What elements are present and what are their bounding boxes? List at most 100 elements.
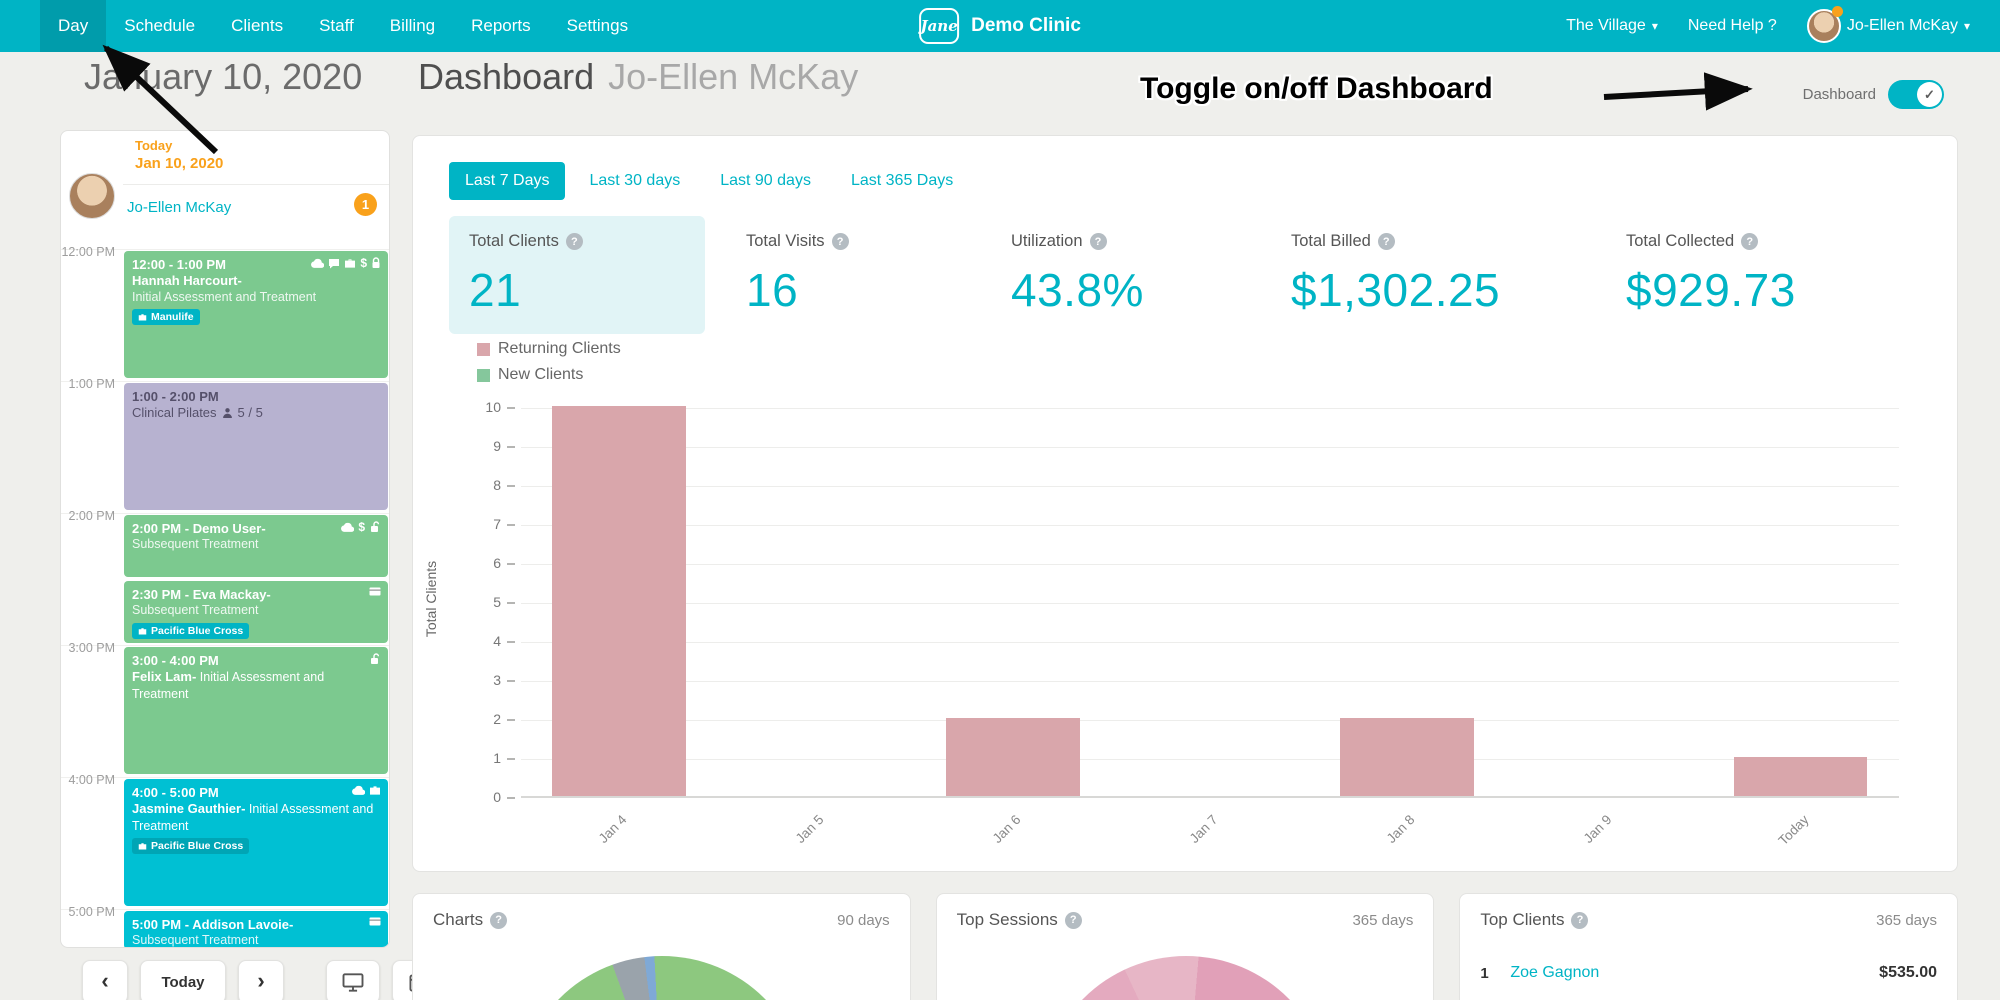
appointment-eva-mackay[interactable]: 2:30 PM - Eva Mackay- Subsequent Treatme… xyxy=(124,581,388,643)
client-amount: $535.00 xyxy=(1879,964,1938,981)
nav-item-billing[interactable]: Billing xyxy=(389,16,436,35)
user-menu[interactable]: Jo-Ellen McKay ▾ xyxy=(1806,6,1970,43)
stat-label: Total Collected? xyxy=(1626,232,1796,251)
nav-item-schedule[interactable]: Schedule xyxy=(124,16,196,35)
bar-today xyxy=(1733,757,1868,796)
card-title: Top Clients? xyxy=(1480,910,1589,930)
help-icon[interactable]: ? xyxy=(1571,911,1589,929)
tab-last-365-days[interactable]: Last 365 Days xyxy=(850,172,954,189)
appointment-demo-user[interactable]: $ 2:00 PM - Demo User- Subsequent Treatm… xyxy=(124,515,388,577)
cloud-icon xyxy=(352,785,365,795)
location-selector[interactable]: The Village ▾ xyxy=(1566,17,1658,35)
schedule-header: Today Jan 10, 2020 xyxy=(123,131,389,185)
card-icon xyxy=(369,917,381,926)
nav-item-reports[interactable]: Reports xyxy=(471,16,531,35)
next-day-button[interactable]: › xyxy=(238,960,284,1000)
appointment-status-icons: $ xyxy=(311,257,381,269)
gridline xyxy=(521,642,1899,643)
tab-last-7-days[interactable]: Last 7 Days xyxy=(449,162,566,200)
need-help-link[interactable]: Need Help ? xyxy=(1688,17,1777,35)
appointment-time-client: 5:00 PM - Addison Lavoie- xyxy=(132,917,294,932)
client-name-link[interactable]: Zoe Gagnon xyxy=(1510,964,1600,981)
stat-utilization[interactable]: Utilization? 43.8% xyxy=(1011,232,1144,317)
x-tick-label: Jan 5 xyxy=(792,812,827,846)
appointment-jasmine-gauthier[interactable]: 4:00 - 5:00 PM Jasmine Gauthier- Initial… xyxy=(124,779,388,906)
y-tick-label: 9 xyxy=(493,438,501,454)
chevron-down-icon: ▾ xyxy=(1963,19,1970,33)
card-period: 365 days xyxy=(1352,911,1414,929)
appointment-time: 12:00 - 1:00 PM xyxy=(132,257,226,272)
user-name: Jo-Ellen McKay xyxy=(1846,17,1958,34)
today-button[interactable]: Today xyxy=(140,960,226,1000)
nav-item-settings[interactable]: Settings xyxy=(566,16,629,35)
practitioner-name[interactable]: Jo-Ellen McKay xyxy=(127,199,232,216)
user-avatar xyxy=(1806,6,1843,43)
y-tick-mark xyxy=(507,446,515,448)
y-tick-label: 10 xyxy=(485,399,501,415)
sessions-donut xyxy=(1040,956,1331,1000)
help-icon[interactable]: ? xyxy=(831,233,849,250)
help-icon[interactable]: ? xyxy=(1377,233,1395,250)
nav-item-staff[interactable]: Staff xyxy=(319,16,354,35)
chat-icon xyxy=(329,258,340,268)
nav-item-clients[interactable]: Clients xyxy=(231,16,284,35)
y-axis-title: Total Clients xyxy=(423,560,439,638)
help-icon[interactable]: ? xyxy=(490,911,508,929)
appointment-felix-lam[interactable]: 3:00 - 4:00 PM Felix Lam- Initial Assess… xyxy=(124,647,388,774)
appointment-status-icons xyxy=(352,785,381,795)
appointment-client: Hannah Harcourt- xyxy=(132,273,242,289)
need-help-label: Need Help ? xyxy=(1687,17,1777,34)
x-tick-label: Jan 4 xyxy=(596,812,631,846)
stat-value: 21 xyxy=(469,264,522,316)
stat-total-visits[interactable]: Total Visits? 16 xyxy=(746,232,849,317)
help-icon[interactable]: ? xyxy=(1064,911,1082,929)
chart-x-axis: Jan 4 Jan 5 Jan 6 Jan 7 Jan 8 Jan 9 Today xyxy=(521,804,1899,864)
stat-total-clients[interactable]: Total Clients? 21 xyxy=(469,232,583,317)
insurer-name: Pacific Blue Cross xyxy=(151,624,244,637)
tab-last-30-days[interactable]: Last 30 days xyxy=(589,172,681,189)
gridline xyxy=(521,720,1899,721)
gridline xyxy=(521,603,1899,604)
appointment-status-icons: $ xyxy=(341,521,381,533)
practitioner-avatar[interactable] xyxy=(69,173,115,219)
insurer-name: Manulife xyxy=(151,311,194,324)
y-tick-label: 1 xyxy=(493,750,501,766)
appointment-time: 4:00 - 5:00 PM xyxy=(132,785,219,800)
chart-legend: Returning Clients New Clients xyxy=(477,340,621,392)
legend-swatch xyxy=(477,368,490,382)
bar-jan-6 xyxy=(946,718,1081,796)
screen-view-button[interactable] xyxy=(326,960,380,1000)
legend-swatch xyxy=(477,342,490,356)
time-label: 5:00 PM xyxy=(68,905,115,919)
nav-right: The Village ▾ Need Help ? Jo-Ellen McKay… xyxy=(1566,0,1970,52)
stat-total-billed[interactable]: Total Billed? $1,302.25 xyxy=(1291,232,1500,317)
stat-total-collected[interactable]: Total Collected? $929.73 xyxy=(1626,232,1796,317)
appointment-status-icons xyxy=(369,587,381,596)
card-period: 365 days xyxy=(1876,911,1938,929)
insurer-name: Pacific Blue Cross xyxy=(151,840,244,853)
appointment-addison-lavoie[interactable]: 5:00 PM - Addison Lavoie- Subsequent Tre… xyxy=(124,911,388,947)
bar-jan-8 xyxy=(1339,718,1474,796)
dashboard-toggle[interactable]: ✓ xyxy=(1888,80,1944,109)
gridline xyxy=(521,525,1899,526)
help-icon[interactable]: ? xyxy=(1741,233,1759,250)
help-icon[interactable]: ? xyxy=(565,233,583,250)
y-tick-label: 5 xyxy=(493,594,501,610)
schedule-footer: ‹ Today › xyxy=(82,960,446,1000)
bottom-cards: Charts? 90 days Top Sessions? 365 days T… xyxy=(412,893,1959,1000)
help-icon[interactable]: ? xyxy=(1089,233,1107,250)
legend-returning-clients: Returning Clients xyxy=(477,340,621,358)
tab-last-90-days[interactable]: Last 90 days xyxy=(720,172,811,189)
card-title: Charts? xyxy=(433,910,508,930)
appointment-clinical-pilates[interactable]: 1:00 - 2:00 PM Clinical Pilates 5 / 5 xyxy=(124,383,388,510)
prev-day-button[interactable]: ‹ xyxy=(82,960,128,1000)
time-label: 1:00 PM xyxy=(68,377,115,391)
appointment-hannah-harcourt[interactable]: $ 12:00 - 1:00 PM Hannah Harcourt- Initi… xyxy=(124,251,388,378)
gridline xyxy=(521,447,1899,448)
page-subtitle: Jo-Ellen McKay xyxy=(608,56,859,97)
nav-item-day[interactable]: Day xyxy=(40,0,107,52)
hour-line xyxy=(61,645,389,646)
y-tick-label: 0 xyxy=(493,789,501,805)
appointment-treatment: Initial Assessment and Treatment xyxy=(132,289,317,304)
jane-logo-icon: Jane xyxy=(919,8,960,44)
